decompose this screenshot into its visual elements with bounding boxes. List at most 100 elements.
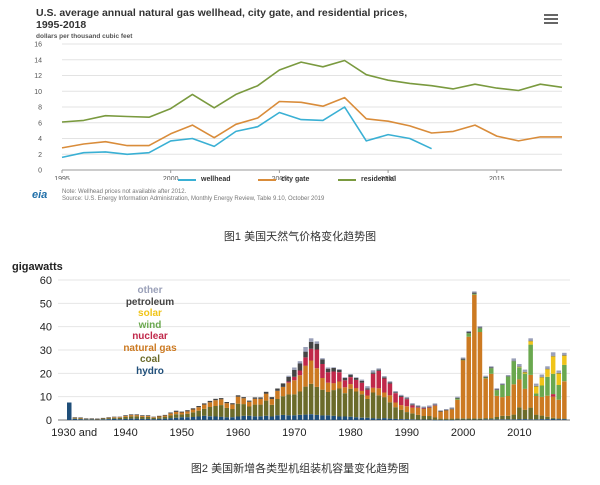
bar-segment-petroleum: [404, 398, 410, 400]
bar-segment-natural-gas: [365, 395, 370, 399]
bar-segment-other: [353, 377, 359, 378]
bar-segment-natural-gas: [534, 396, 539, 415]
bar-segment-solar: [517, 366, 522, 368]
bar-segment-wind: [460, 359, 466, 361]
bar-segment-hydro: [145, 418, 151, 420]
bar-segment-natural-gas: [235, 396, 241, 404]
bar-segment-natural-gas: [314, 368, 320, 387]
x-tick-label: 1995: [54, 176, 70, 180]
bar-segment-natural-gas: [466, 336, 471, 419]
bar-segment-nuclear: [359, 382, 365, 391]
bar-segment-natural-gas: [415, 407, 421, 415]
bar-segment-hydro: [269, 416, 275, 420]
bar-segment-natural-gas: [252, 398, 258, 405]
bar-segment-petroleum: [89, 418, 94, 419]
bar-segment-coal: [275, 399, 280, 416]
bar-segment-hydro: [123, 418, 128, 420]
bar-segment-other: [460, 357, 466, 359]
bar-segment-hydro: [393, 418, 398, 420]
bar-segment-hydro: [421, 419, 426, 420]
bar-segment-hydro: [466, 419, 471, 420]
bar-segment-hydro: [280, 414, 286, 420]
bar-segment-petroleum: [173, 410, 179, 412]
bar-segment-hydro: [297, 414, 303, 420]
bar-segment-petroleum: [303, 351, 308, 358]
legend-label-coal: coal: [139, 354, 160, 365]
bar-segment-coal: [196, 410, 201, 417]
bar-segment-wind: [556, 385, 561, 400]
bar-segment-hydro: [218, 416, 224, 420]
bar-segment-coal: [404, 412, 410, 420]
bar-segment-petroleum: [168, 412, 173, 414]
figure-1-caption: 图1 美国天然气价格变化趋势图: [223, 231, 377, 243]
bar-segment-hydro: [449, 419, 455, 421]
bar-segment-coal: [376, 395, 381, 419]
bar-segment-other: [534, 383, 539, 386]
bar-segment-petroleum: [444, 409, 449, 411]
bar-segment-natural-gas: [275, 390, 280, 399]
bar-segment-hydro: [117, 419, 123, 420]
y-tick-label: 2: [38, 152, 42, 159]
y-tick-label: 0: [38, 168, 42, 175]
bar-segment-other: [297, 361, 303, 364]
bar-segment-wind: [505, 376, 511, 396]
hamburger-menu-icon[interactable]: [544, 14, 558, 24]
bar-segment-petroleum: [359, 380, 365, 383]
bar-segment-hydro: [415, 419, 421, 420]
bar-segment-other: [325, 367, 331, 369]
bar-segment-coal: [427, 416, 432, 420]
bar-segment-coal: [230, 409, 235, 418]
bar-segment-hydro: [472, 419, 477, 420]
bar-segment-coal: [562, 418, 567, 420]
bar-segment-natural-gas: [556, 399, 561, 419]
bar-segment-hydro: [258, 416, 263, 420]
bar-segment-petroleum: [213, 398, 218, 401]
bar-segment-coal: [320, 389, 325, 416]
bar-segment-nuclear: [415, 407, 421, 408]
bar-segment-coal: [286, 394, 291, 416]
bar-segment-petroleum: [382, 377, 387, 379]
bar-segment-petroleum: [95, 418, 100, 420]
bar-segment-petroleum: [196, 406, 201, 408]
y-tick-label: 30: [40, 345, 52, 357]
legend-swatch-residential: [338, 178, 356, 181]
bar-segment-petroleum: [511, 360, 516, 362]
bar-segment-petroleum: [230, 403, 235, 405]
bar-segment-solar: [550, 356, 556, 374]
bar-segment-nuclear: [348, 377, 353, 385]
bar-segment-petroleum: [466, 332, 471, 334]
bar-segment-natural-gas: [263, 393, 269, 401]
figure-1-note: Note: Wellhead prices not available afte…: [62, 189, 187, 195]
bar-segment-coal: [280, 396, 286, 415]
bar-segment-hydro: [83, 419, 89, 420]
bar-segment-nuclear: [393, 393, 398, 403]
bar-segment-petroleum: [78, 417, 83, 418]
bar-segment-natural-gas: [325, 382, 331, 392]
bar-segment-petroleum: [235, 395, 241, 397]
bar-segment-coal: [325, 392, 331, 416]
bar-segment-natural-gas: [545, 395, 550, 417]
bar-segment-hydro: [235, 416, 241, 420]
bar-segment-wind: [494, 390, 500, 396]
bar-segment-wind: [489, 368, 494, 374]
bar-segment-natural-gas: [123, 416, 128, 417]
bar-segment-hydro: [511, 419, 516, 420]
bar-segment-hydro: [370, 418, 376, 420]
figure-2-panel: gigawatts 0 10 20 30 40 50 60 1930 and 1940 1950 1…: [0, 252, 600, 442]
bar-segment-other: [427, 405, 432, 407]
bar-segment-nuclear: [314, 349, 320, 369]
bar-segment-petroleum: [202, 403, 207, 405]
bar-segment-petroleum: [505, 376, 511, 377]
bar-segment-natural-gas: [410, 407, 415, 414]
bar-segment-petroleum: [117, 416, 123, 418]
bar-segment-petroleum: [190, 408, 196, 410]
bar-segment-solar: [539, 377, 545, 386]
bar-segment-natural-gas: [353, 388, 359, 392]
bar-segment-hydro: [100, 419, 106, 420]
x-tick-label: 1930 and: [51, 427, 97, 439]
bar-segment-petroleum: [314, 343, 320, 350]
y-tick-label: 8: [38, 105, 42, 112]
bar-segment-hydro: [314, 414, 320, 420]
bar-segment-coal: [112, 417, 117, 419]
bar-segment-coal: [534, 414, 539, 420]
